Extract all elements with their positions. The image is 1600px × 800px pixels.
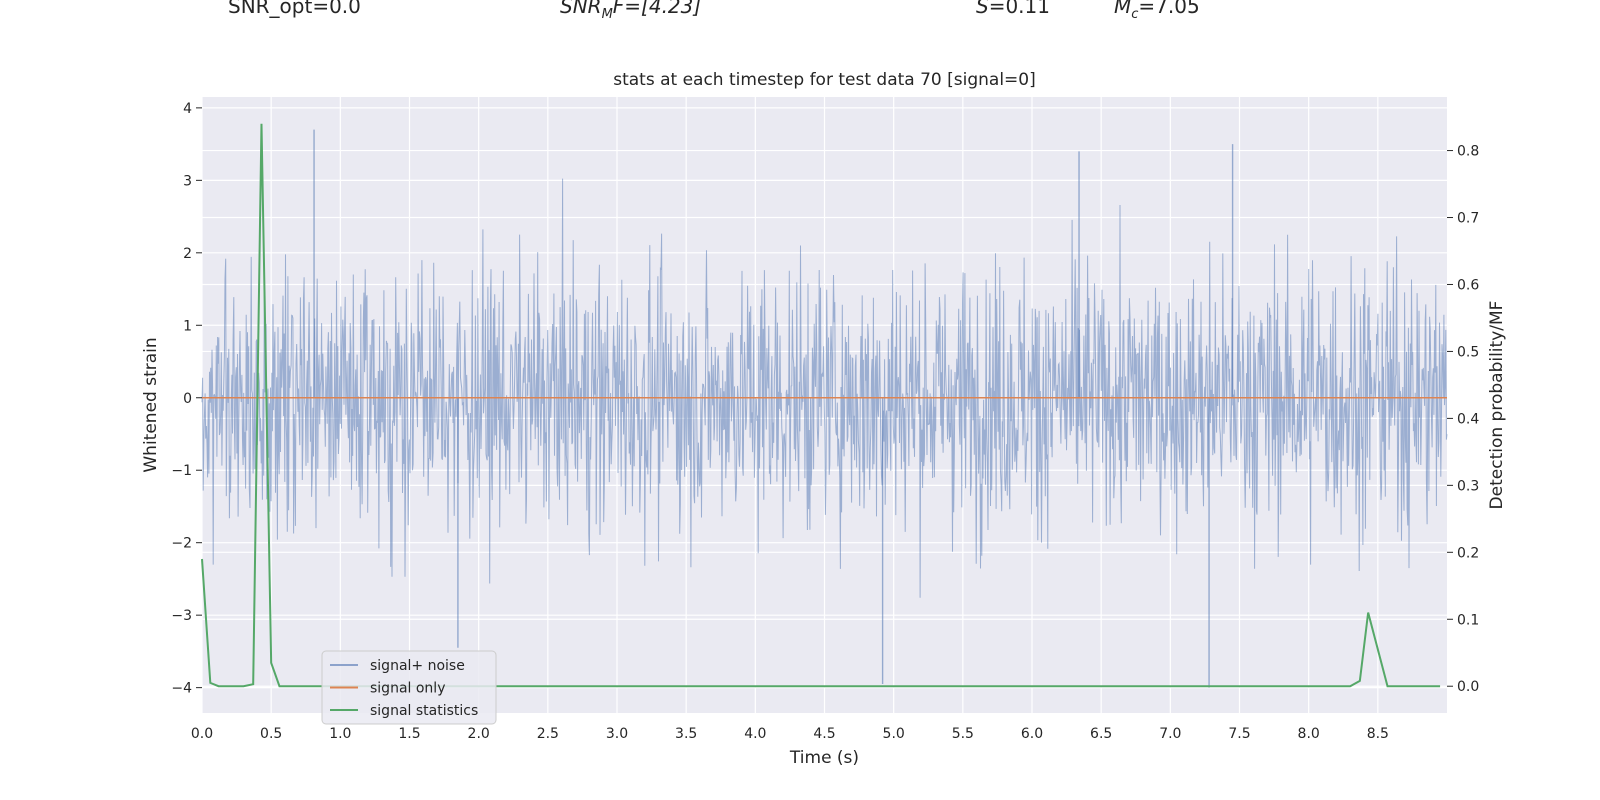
y-tick-label: −4 [171,681,192,697]
signal-statistics-line [201,123,1441,688]
axis-ticks: 0.0 0.5 1.0 1.5 2.0 2.5 3.0 3.5 4.0 4.5 5.0 5.5 6.0 6… [171,101,1479,742]
y2-tick-label: 0.0 [1457,679,1479,695]
x-tick-label: 4.0 [744,726,766,742]
x-tick-label: 3.5 [675,726,697,742]
series-lines [201,123,1447,688]
x-tick-label: 1.5 [398,726,420,742]
y2-tick-label: 0.5 [1457,344,1479,360]
x-tick-label: 6.5 [1090,726,1112,742]
y-tick-label: −2 [171,536,192,552]
x-tick-label: 2.5 [537,726,559,742]
series-signal-plus-noise [201,129,1448,688]
x-tick-label: 1.0 [329,726,351,742]
y2-tick-label: 0.7 [1457,211,1479,227]
x-tick-label: 0.0 [191,726,213,742]
y2-tick-label: 0.2 [1457,545,1479,561]
x-axis-label: Time (s) [789,748,859,768]
chart-title: stats at each timestep for test data 70 … [613,70,1036,90]
x-tick-label: 8.5 [1367,726,1389,742]
x-tick-label: 7.0 [1159,726,1181,742]
y-tick-label: 1 [183,318,192,334]
y-tick-label: −3 [171,608,192,624]
x-tick-label: 7.5 [1228,726,1250,742]
y-tick-label: −1 [171,463,192,479]
x-tick-label: 4.5 [813,726,835,742]
x-tick-label: 0.5 [260,726,282,742]
y-tick-label: 2 [183,246,192,262]
y-axis-label: Whitened strain [141,337,161,472]
y2-tick-label: 0.4 [1457,411,1479,427]
snr-mf-label: SNRMF=[4.23] [560,0,702,22]
x-tick-label: 5.5 [952,726,974,742]
x-tick-label: 2.0 [468,726,490,742]
x-tick-label: 8.0 [1298,726,1320,742]
s-value-label: S=0.11 [976,0,1050,18]
y2-tick-label: 0.8 [1457,144,1479,160]
y2-tick-label: 0.1 [1457,612,1479,628]
x-tick-label: 5.0 [883,726,905,742]
noise-trace [201,178,1448,598]
snr-opt-label: SNR_opt=0.0 [228,0,361,18]
y2-tick-label: 0.3 [1457,478,1479,494]
x-tick-label: 3.0 [606,726,628,742]
mc-value-label: Mc=7.05 [1114,0,1200,22]
legend-entry: signal+ noise [370,658,465,674]
y-tick-label: 0 [183,391,192,407]
legend-box [321,650,497,725]
x-tick-label: 6.0 [1021,726,1043,742]
legend-entry: signal statistics [370,703,478,719]
y-tick-label: 3 [183,173,192,189]
legend-entry: signal only [370,681,445,697]
y2-tick-label: 0.6 [1457,277,1479,293]
legend: signal+ noise signal only signal statistic… [321,650,497,725]
y-tick-label: 4 [183,101,192,117]
y2-axis-label: Detection probability/MF [1487,301,1507,510]
